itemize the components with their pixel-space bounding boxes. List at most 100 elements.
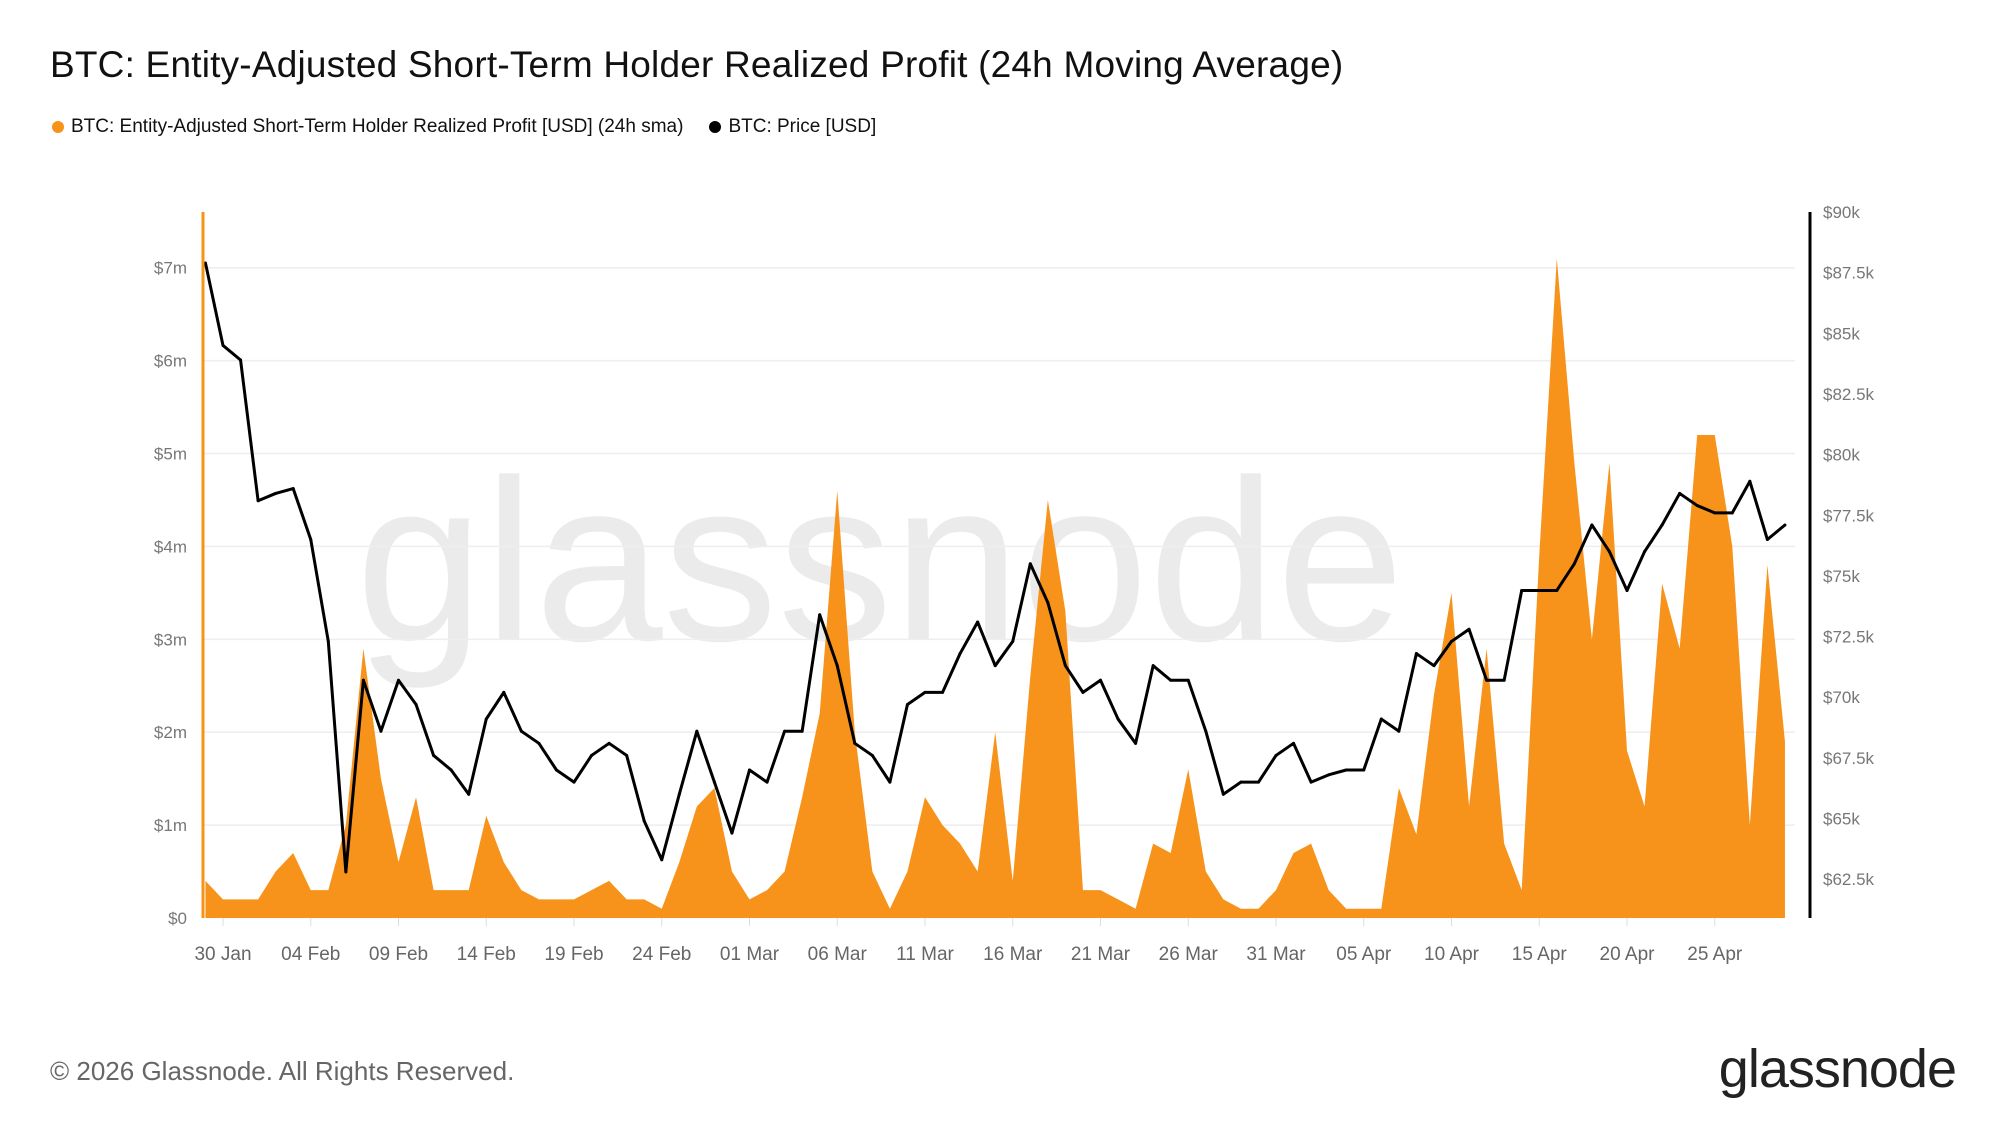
- right-tick-label: $67.5k: [1823, 749, 1875, 768]
- price-point: [1362, 768, 1366, 772]
- x-tick-label: 20 Apr: [1600, 944, 1656, 965]
- price-point: [1748, 479, 1752, 483]
- price-point: [467, 792, 471, 796]
- glassnode-logo[interactable]: glassnode: [1718, 1039, 1957, 1099]
- legend-dot-price: [709, 121, 722, 133]
- price-point: [993, 664, 997, 668]
- x-tick-label: 25 Apr: [1687, 944, 1743, 965]
- price-point: [1186, 678, 1190, 682]
- legend-label-profit: BTC: Entity-Adjusted Short-Term Holder R…: [71, 116, 684, 137]
- right-tick-label: $70k: [1823, 688, 1860, 707]
- price-point: [800, 729, 804, 733]
- price-point: [239, 358, 243, 362]
- price-point: [1572, 562, 1576, 566]
- x-tick-label: 19 Feb: [544, 944, 603, 965]
- left-tick-label: $1m: [154, 816, 187, 835]
- price-point: [1643, 550, 1647, 554]
- price-point: [1151, 664, 1155, 668]
- legend-label-price: BTC: Price [USD]: [728, 116, 877, 137]
- price-point: [326, 639, 330, 643]
- price-point: [1713, 511, 1717, 515]
- price-point: [1221, 792, 1225, 796]
- x-tick-label: 26 Mar: [1159, 944, 1219, 965]
- price-point: [590, 753, 594, 757]
- price-point: [1730, 511, 1734, 515]
- x-tick-label: 24 Feb: [632, 944, 691, 965]
- left-tick-label: $6m: [154, 352, 187, 371]
- price-point: [502, 690, 506, 694]
- gridlines: [203, 266, 1795, 826]
- left-tick-label: $0: [168, 909, 187, 928]
- price-point: [1011, 639, 1015, 643]
- price-point: [695, 729, 699, 733]
- legend-dot-profit: [52, 121, 64, 133]
- price-point: [1379, 717, 1383, 721]
- price-point: [519, 729, 523, 733]
- price-point: [870, 753, 874, 757]
- price-point: [291, 487, 295, 491]
- price-point: [1116, 717, 1120, 721]
- left-tick-label: $5m: [154, 445, 187, 464]
- price-point: [1555, 588, 1559, 592]
- price-point: [1028, 562, 1032, 566]
- price-point: [1046, 601, 1050, 605]
- price-point: [958, 652, 962, 656]
- price-point: [642, 819, 646, 823]
- price-point: [730, 831, 734, 835]
- legend-item-profit[interactable]: BTC: Entity-Adjusted Short-Term Holder R…: [52, 116, 683, 138]
- price-point: [1625, 588, 1629, 592]
- price-point: [1256, 780, 1260, 784]
- price-point: [1099, 678, 1102, 682]
- price-point: [572, 780, 576, 784]
- price-point: [274, 491, 278, 495]
- price-point: [1765, 538, 1769, 542]
- right-tick-label: $90k: [1823, 203, 1860, 222]
- x-tick-label: 31 Mar: [1246, 944, 1306, 965]
- price-point: [818, 613, 822, 617]
- price-point: [1450, 639, 1453, 643]
- price-point: [1204, 729, 1208, 733]
- price-point: [1502, 678, 1506, 682]
- price-point: [1274, 753, 1278, 757]
- watermark: glassnode: [356, 432, 1405, 689]
- x-axis-labels: 30 Jan 04 Feb 09 Feb 14 Feb 19 Feb 24 Feb 01 M…: [194, 918, 1743, 965]
- price-point: [379, 729, 383, 733]
- price-point: [783, 729, 787, 733]
- x-tick-label: 06 Mar: [808, 944, 868, 965]
- right-tick-label: $75k: [1823, 567, 1860, 586]
- price-point: [1537, 588, 1541, 592]
- right-tick-label: $80k: [1823, 446, 1860, 465]
- price-point: [537, 741, 541, 745]
- left-tick-label: $2m: [154, 723, 187, 742]
- price-point: [625, 753, 629, 757]
- price-point: [1397, 729, 1401, 733]
- right-tick-label: $65k: [1823, 810, 1860, 829]
- price-point: [1660, 523, 1664, 527]
- price-point: [1695, 504, 1699, 508]
- x-tick-label: 01 Mar: [720, 944, 780, 965]
- price-point: [941, 690, 945, 694]
- price-point: [1607, 550, 1611, 554]
- x-tick-label: 14 Feb: [457, 944, 516, 965]
- right-tick-label: $62.5k: [1823, 870, 1875, 889]
- profit-area: [205, 258, 1785, 918]
- price-point: [221, 343, 225, 347]
- price-point: [1081, 690, 1085, 694]
- price-point: [1292, 741, 1296, 745]
- x-tick-label: 15 Apr: [1512, 944, 1568, 965]
- price-point: [484, 717, 488, 721]
- price-point: [554, 768, 558, 772]
- price-point: [1063, 664, 1067, 668]
- price-point: [853, 741, 857, 745]
- right-tick-label: $85k: [1823, 324, 1860, 343]
- price-point: [748, 768, 751, 772]
- price-point: [765, 780, 769, 784]
- price-line-layer: [203, 261, 1787, 874]
- price-point: [712, 780, 716, 784]
- legend-item-price[interactable]: BTC: Price [USD]: [709, 116, 876, 138]
- chart-title: BTC: Entity-Adjusted Short-Term Holder R…: [50, 44, 1344, 85]
- x-tick-label: 09 Feb: [369, 944, 428, 965]
- price-point: [203, 261, 207, 265]
- right-tick-label: $82.5k: [1823, 385, 1875, 404]
